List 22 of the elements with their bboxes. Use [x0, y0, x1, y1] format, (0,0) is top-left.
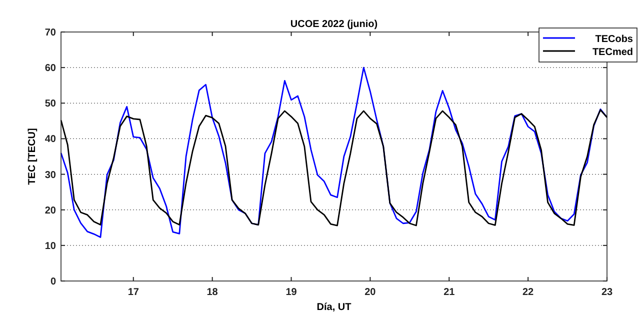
x-tick-label: 19 — [286, 287, 298, 298]
legend-label: TECobs — [595, 34, 634, 45]
y-tick-label: 70 — [44, 28, 56, 38]
line-series — [60, 66, 608, 238]
y-tick-label: 40 — [44, 134, 56, 146]
x-tick-label: 20 — [364, 287, 376, 298]
legend-label: TECmed — [592, 47, 633, 58]
x-tick-label: 18 — [206, 287, 218, 298]
chart-title: UCOE 2022 (junio) — [290, 19, 378, 30]
x-tick-label: 23 — [601, 287, 613, 298]
y-tick-label: 30 — [44, 170, 56, 181]
y-axis-title: TEC [TECU] — [27, 128, 38, 185]
y-tick-label: 0 — [50, 276, 56, 288]
line-series — [60, 109, 608, 226]
x-tick-label: 21 — [444, 287, 456, 298]
x-tick-label: 22 — [522, 287, 534, 298]
y-tick-label: 10 — [44, 240, 56, 252]
y-tick-label: 20 — [44, 205, 56, 216]
y-tick-label: 60 — [44, 63, 56, 74]
x-tick-label: 17 — [128, 287, 140, 298]
y-tick-label: 50 — [44, 98, 56, 110]
x-axis-title: Día, UT — [316, 302, 352, 313]
